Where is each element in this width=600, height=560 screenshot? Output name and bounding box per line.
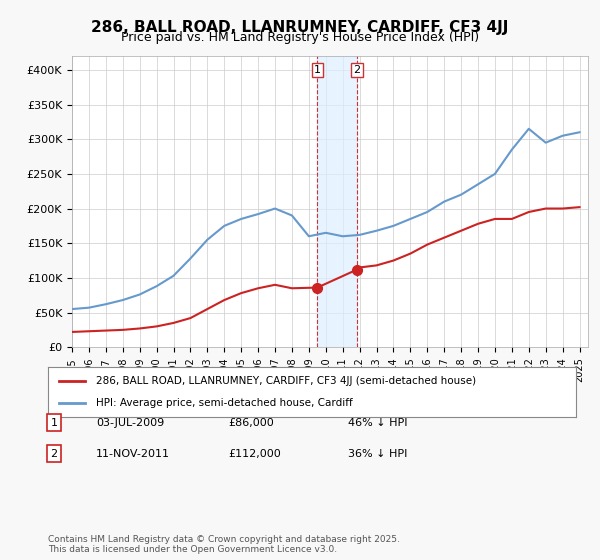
Text: 03-JUL-2009: 03-JUL-2009 [96,418,164,428]
Text: Price paid vs. HM Land Registry's House Price Index (HPI): Price paid vs. HM Land Registry's House … [121,31,479,44]
Bar [317,56,357,347]
Text: HPI: Average price, semi-detached house, Cardiff: HPI: Average price, semi-detached house,… [95,398,352,408]
Text: 2: 2 [50,449,58,459]
Text: Contains HM Land Registry data © Crown copyright and database right 2025.
This d: Contains HM Land Registry data © Crown c… [48,535,400,554]
Text: 1: 1 [314,65,321,74]
Text: 286, BALL ROAD, LLANRUMNEY, CARDIFF, CF3 4JJ (semi-detached house): 286, BALL ROAD, LLANRUMNEY, CARDIFF, CF3… [95,376,476,386]
Text: 46% ↓ HPI: 46% ↓ HPI [348,418,407,428]
Text: 286, BALL ROAD, LLANRUMNEY, CARDIFF, CF3 4JJ: 286, BALL ROAD, LLANRUMNEY, CARDIFF, CF3… [91,20,509,35]
Text: 36% ↓ HPI: 36% ↓ HPI [348,449,407,459]
Text: 2: 2 [353,65,361,74]
Text: 11-NOV-2011: 11-NOV-2011 [96,449,170,459]
Text: £86,000: £86,000 [228,418,274,428]
Text: £112,000: £112,000 [228,449,281,459]
Text: 1: 1 [50,418,58,428]
